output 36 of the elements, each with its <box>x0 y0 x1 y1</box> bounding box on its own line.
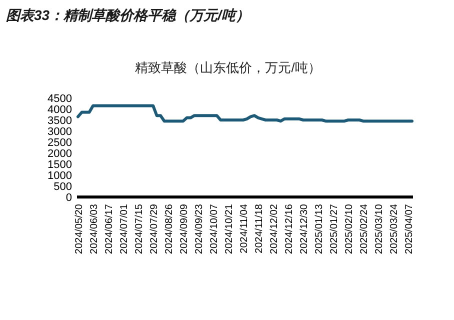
y-tick-label: 4500 <box>48 93 72 105</box>
x-tick-label: 2025/01/13 <box>314 204 326 254</box>
chart-title: 图表33：精制草酸价格平稳（万元/吨） <box>6 7 250 23</box>
x-tick-label: 2024/10/21 <box>224 204 236 254</box>
x-tick-label: 2024/11/04 <box>239 204 250 254</box>
x-tick-label: 2024/05/20 <box>74 204 85 254</box>
x-tick-label: 2024/11/18 <box>254 204 266 254</box>
x-tick-label: 2025/02/10 <box>344 204 356 254</box>
y-tick-label: 1000 <box>48 170 72 182</box>
x-tick-label: 2025/03/10 <box>374 204 386 254</box>
y-tick-label: 4000 <box>48 104 72 116</box>
x-tick-label: 2024/07/15 <box>134 204 146 254</box>
line-series <box>76 104 414 123</box>
x-tick-label: 2024/06/17 <box>104 204 116 254</box>
chart-subtitle: 精致草酸（山东低价，万元/吨） <box>135 60 321 75</box>
x-tick-label: 2024/09/09 <box>179 204 190 254</box>
y-tick-label: 3000 <box>48 126 72 138</box>
x-tick-label: 2024/12/30 <box>299 204 310 254</box>
x-tick-label: 2025/02/24 <box>359 204 370 254</box>
x-tick-label: 2024/12/16 <box>284 204 296 254</box>
y-tick-label: 2500 <box>48 137 72 149</box>
x-tick-label: 2024/09/23 <box>194 204 206 254</box>
x-tick-label: 2025/04/07 <box>404 204 416 254</box>
y-tick-label: 500 <box>54 181 72 193</box>
y-tick-label: 1500 <box>48 159 72 171</box>
x-tick-label: 2024/06/03 <box>89 204 100 254</box>
x-tick-label: 2025/03/24 <box>389 204 400 254</box>
x-tick-label: 2025/01/27 <box>329 204 340 254</box>
x-tick-label: 2024/12/02 <box>269 204 280 254</box>
x-tick-label: 2024/10/07 <box>209 204 220 254</box>
y-tick-label: 0 <box>66 192 72 204</box>
x-tick-label: 2024/08/26 <box>164 204 176 254</box>
x-tick-label: 2024/07/01 <box>119 204 130 254</box>
y-tick-label: 3500 <box>48 115 72 127</box>
x-tick-label: 2024/07/29 <box>149 204 160 254</box>
y-tick-label: 2000 <box>48 148 72 160</box>
